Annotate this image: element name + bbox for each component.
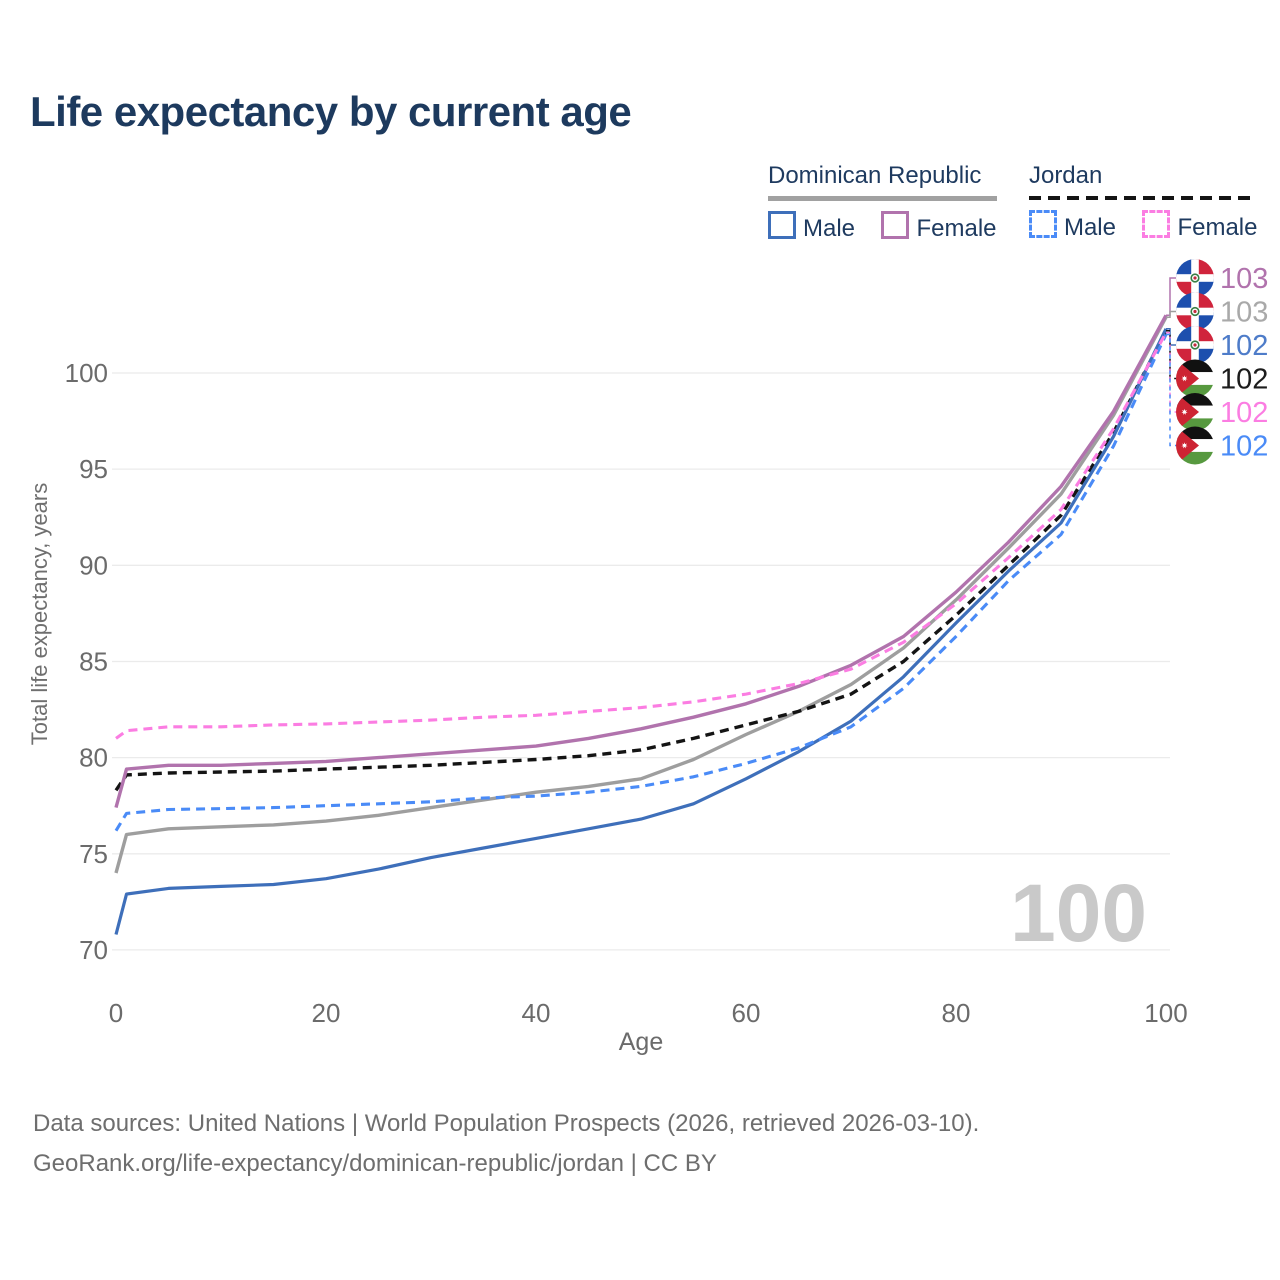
x-tick-20: 20 bbox=[312, 998, 341, 1028]
x-tick-100: 100 bbox=[1144, 998, 1187, 1028]
legend-item-dr-male: Male bbox=[768, 211, 855, 243]
flag-jordan-icon bbox=[1176, 359, 1214, 398]
y-tick-90: 90 bbox=[79, 550, 108, 580]
y-tick-70: 70 bbox=[79, 935, 108, 965]
series-line-jo-male bbox=[114, 333, 1168, 832]
legend-label-dr-female: Female bbox=[916, 215, 997, 242]
legend-label-dr-male: Male bbox=[803, 215, 856, 242]
y-tick-100: 100 bbox=[65, 358, 108, 388]
x-tick-80: 80 bbox=[942, 998, 971, 1028]
end-value-dr-both: 103 bbox=[1220, 297, 1268, 329]
end-value-dr-male: 102 bbox=[1220, 330, 1268, 362]
end-label-connector-dr-both bbox=[1166, 310, 1176, 318]
legend-item-jordan-female: Female bbox=[1142, 210, 1257, 242]
dr-male-swatch-icon bbox=[768, 211, 796, 239]
footer-source-link[interactable]: GeoRank.org/life-expectancy/dominican-re… bbox=[33, 1150, 717, 1177]
jordan-female-swatch-icon bbox=[1142, 210, 1171, 238]
legend-item-dr-female: Female bbox=[881, 211, 997, 243]
end-label-connector-jo-male bbox=[1166, 333, 1176, 447]
x-tick-60: 60 bbox=[732, 998, 761, 1028]
series-line-dr-female bbox=[114, 314, 1168, 809]
flag-jordan-icon bbox=[1176, 426, 1214, 465]
flag-jordan-icon bbox=[1176, 393, 1214, 431]
end-value-dr-female: 103 bbox=[1220, 263, 1268, 295]
y-tick-75: 75 bbox=[79, 839, 108, 869]
footer: Data sources: United Nations | World Pop… bbox=[33, 1104, 979, 1184]
legend-group-dominican-republic: Dominican Republic Male Female bbox=[768, 162, 997, 243]
legend-label-jordan-male: Male bbox=[1063, 214, 1116, 241]
y-tick-80: 80 bbox=[79, 743, 108, 773]
y-tick-95: 95 bbox=[79, 454, 108, 484]
footer-data-sources: Data sources: United Nations | World Pop… bbox=[33, 1110, 980, 1137]
legend-label-jordan-female: Female bbox=[1177, 214, 1258, 241]
end-value-jo-female: 102 bbox=[1220, 397, 1268, 429]
series-line-dr-male bbox=[114, 328, 1168, 935]
legend-group-jordan: Jordan Male Female bbox=[1028, 162, 1258, 242]
jordan-male-swatch-icon bbox=[1028, 210, 1057, 238]
dr-female-swatch-icon bbox=[881, 211, 910, 239]
x-axis-label: Age bbox=[619, 1028, 663, 1056]
x-tick-40: 40 bbox=[522, 998, 551, 1028]
dashed-line-style-icon bbox=[1028, 196, 1258, 200]
x-tick-0: 0 bbox=[109, 998, 123, 1028]
age-counter: 100 bbox=[1010, 868, 1147, 959]
solid-line-style-icon bbox=[768, 196, 997, 201]
legend: Dominican Republic Male Female Jordan Ma… bbox=[768, 162, 1258, 243]
page-title: Life expectancy by current age bbox=[30, 88, 632, 135]
y-tick-85: 85 bbox=[79, 647, 108, 677]
legend-item-jordan-male: Male bbox=[1028, 210, 1116, 242]
y-axis-label: Total life expectancy, years bbox=[27, 483, 52, 746]
flag-dominican-republic-icon bbox=[1176, 326, 1214, 364]
legend-country-dominican-republic: Dominican Republic bbox=[768, 162, 982, 189]
end-value-jo-male: 102 bbox=[1220, 431, 1268, 463]
series-line-jo-female bbox=[115, 331, 1168, 740]
end-label-connector-dr-female bbox=[1166, 277, 1176, 317]
series-line-dr-both bbox=[114, 316, 1168, 874]
legend-country-jordan: Jordan bbox=[1028, 162, 1103, 189]
flag-dominican-republic-icon bbox=[1176, 292, 1214, 331]
flag-dominican-republic-icon bbox=[1176, 259, 1214, 297]
end-label-connector-jo-both bbox=[1166, 329, 1176, 380]
series-line-jo-both bbox=[114, 329, 1168, 792]
end-value-jo-both: 102 bbox=[1220, 364, 1268, 396]
